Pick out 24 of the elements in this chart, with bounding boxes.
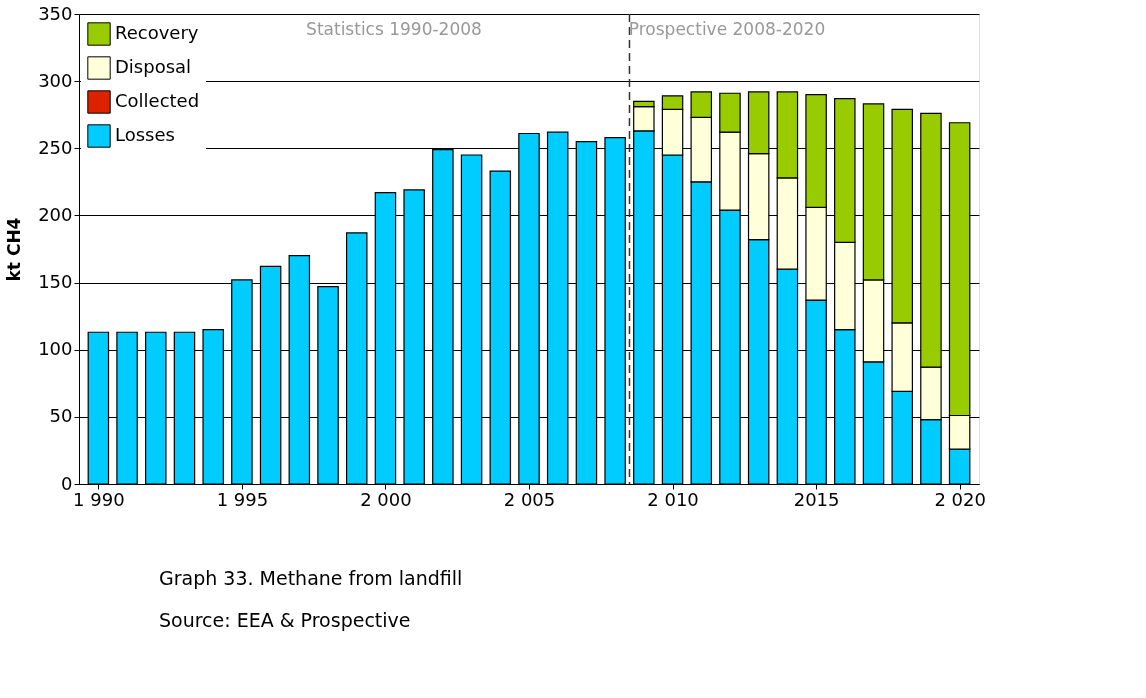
y-tick-label: 50 (49, 405, 73, 427)
source-note: Source: EEA & Prospective (159, 609, 411, 631)
annotation: Prospective 2008-2020 (628, 19, 826, 39)
y-tick-label: 350 (38, 2, 73, 24)
y-tick-label: 150 (38, 271, 73, 293)
legend-label: Collected (115, 90, 200, 111)
legend-label: Losses (115, 124, 175, 145)
y-tick-label: 300 (38, 69, 73, 91)
x-tick-label: 1 990 (73, 488, 125, 510)
x-tick-label: 2 005 (503, 488, 556, 510)
y-tick-label: 250 (38, 136, 73, 158)
y-tick-label: 100 (38, 338, 73, 360)
legend-label: Recovery (115, 22, 199, 43)
x-tick-label: 2 000 (360, 488, 412, 510)
x-tick-label: 2 020 (934, 488, 986, 510)
x-tick-label: 1 995 (216, 488, 269, 510)
annotation: Statistics 1990-2008 (306, 19, 482, 39)
y-axis-title: kt CH4 (4, 217, 25, 282)
x-tick-label: 2015 (793, 488, 840, 510)
caption: Graph 33. Methane from landfill (159, 567, 463, 589)
x-tick-label: 2 010 (647, 488, 699, 510)
y-tick-label: 0 (61, 472, 73, 494)
y-tick-label: 200 (38, 203, 73, 225)
legend-label: Disposal (115, 56, 192, 77)
